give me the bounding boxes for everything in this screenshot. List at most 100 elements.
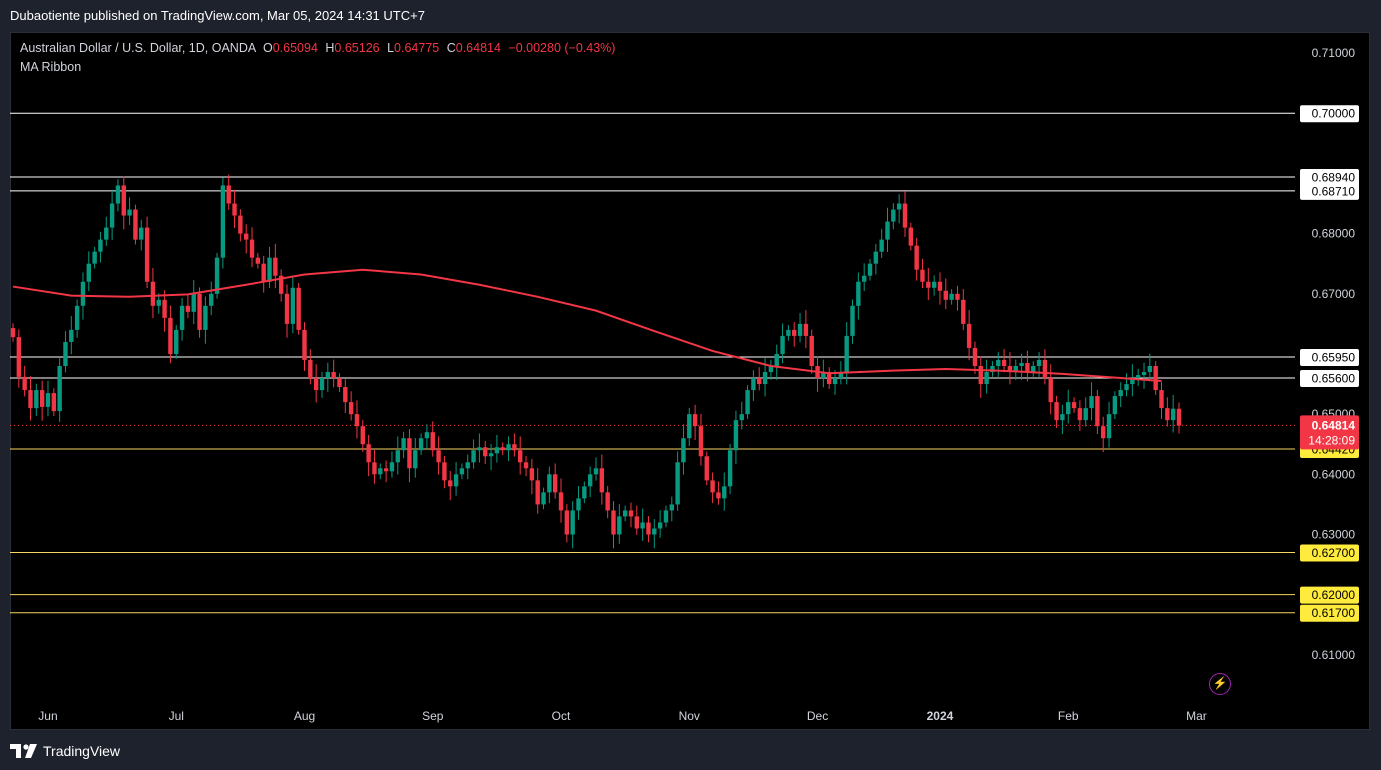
x-tick-label: Jul: [169, 709, 184, 723]
candle-body: [955, 293, 960, 300]
candle-body: [523, 462, 529, 469]
candle-body: [448, 480, 453, 487]
candle-body: [477, 447, 482, 451]
close-key: C: [446, 41, 456, 55]
candle-body: [296, 287, 301, 330]
level-tag: [1300, 604, 1359, 622]
candle-body: [331, 372, 336, 379]
candle-body: [1007, 366, 1013, 373]
current-price-label: 0.64814: [1312, 418, 1356, 432]
candle-body: [127, 209, 132, 216]
candle-body: [786, 329, 791, 336]
candle-body: [290, 287, 296, 324]
candle-body: [238, 215, 243, 234]
lightning-icon[interactable]: ⚡: [1209, 673, 1231, 695]
candle-body: [745, 390, 750, 415]
candle-body: [115, 185, 121, 204]
candle-body: [179, 305, 185, 330]
candle-body: [908, 227, 914, 246]
candles: [10, 174, 1182, 549]
time-axis: Jun Jul Aug Sep Oct Nov Dec 2024 Feb Mar: [38, 709, 1207, 723]
candle-body: [1054, 402, 1059, 421]
candle-body: [640, 522, 645, 529]
candle-body: [821, 372, 826, 379]
candle-body: [1042, 359, 1048, 379]
candle-body: [675, 462, 680, 505]
candle-body: [1147, 366, 1153, 373]
candle-body: [931, 281, 937, 288]
candle-body: [926, 281, 931, 288]
candle-body: [63, 341, 68, 366]
candle-body: [704, 456, 709, 481]
candle-body: [844, 335, 849, 373]
candle-body: [792, 329, 797, 336]
candle-body: [1089, 396, 1094, 409]
candle-body: [1083, 408, 1088, 421]
candle-body: [86, 263, 91, 282]
candle-body: [780, 335, 785, 354]
level-tag-label: 0.70000: [1312, 107, 1356, 121]
candle-body: [774, 353, 779, 366]
candle-body: [564, 510, 570, 535]
candle-body: [98, 239, 103, 252]
level-tag-label: 0.68940: [1312, 171, 1356, 185]
candle-body: [197, 293, 202, 330]
x-tick-label: 2024: [927, 709, 954, 723]
x-tick-label: Nov: [679, 709, 700, 723]
candle-body: [226, 185, 231, 204]
candle-body: [518, 450, 523, 463]
candle-body: [867, 263, 873, 276]
candle-body: [716, 492, 721, 499]
candle-body: [354, 414, 360, 427]
candle-body: [191, 293, 196, 312]
candle-body: [535, 480, 540, 505]
candle-body: [634, 516, 640, 529]
candle-body: [360, 426, 365, 445]
candle-body: [1095, 396, 1100, 427]
candle-body: [1031, 366, 1036, 373]
candle-body: [652, 528, 657, 535]
open-key: O: [262, 41, 273, 55]
candle-body: [541, 492, 546, 505]
candle-body: [628, 510, 634, 517]
price-chart[interactable]: 0.710000.700000.690000.680000.670000.650…: [10, 32, 1370, 730]
low-key: L: [387, 41, 395, 55]
ma-line: [12, 268, 1162, 383]
candle-body: [337, 378, 342, 388]
candle-body: [80, 281, 86, 306]
published-header: Dubaotiente published on TradingView.com…: [10, 8, 425, 23]
candle-body: [383, 468, 389, 472]
candle-body: [1071, 402, 1077, 409]
chart-pane[interactable]: [10, 32, 1370, 730]
symbol-legend: Australian Dollar / U.S. Dollar, 1D, OAN…: [20, 39, 615, 77]
candle-body: [617, 516, 622, 535]
level-tag: [1300, 544, 1359, 562]
candle-body: [692, 414, 698, 427]
indicator-label[interactable]: MA Ribbon: [20, 60, 82, 74]
candle-body: [1036, 359, 1042, 366]
moving-average: [12, 268, 1162, 383]
y-tick-label: 0.68000: [1312, 227, 1356, 241]
candle-body: [261, 263, 266, 282]
level-tag: [1300, 370, 1359, 388]
candle-body: [582, 486, 587, 499]
candle-body: [832, 378, 838, 385]
candle-body: [663, 510, 669, 523]
candle-body: [255, 257, 261, 264]
tradingview-logo[interactable]: TradingView: [10, 740, 120, 762]
candle-body: [278, 275, 284, 294]
y-tick-label: 0.71000: [1312, 46, 1356, 60]
candle-body: [552, 474, 558, 493]
candle-body: [861, 275, 867, 282]
candle-body: [587, 474, 593, 487]
candle-body: [343, 387, 348, 403]
tradingview-brand: TradingView: [43, 743, 121, 759]
candle-body: [156, 299, 161, 306]
candle-body: [966, 323, 972, 348]
candle-body: [949, 293, 954, 300]
candle-body: [611, 510, 616, 535]
candle-body: [34, 390, 39, 409]
candle-body: [168, 317, 173, 354]
candle-body: [413, 450, 418, 469]
symbol-title: Australian Dollar / U.S. Dollar, 1D, OAN…: [20, 41, 256, 55]
